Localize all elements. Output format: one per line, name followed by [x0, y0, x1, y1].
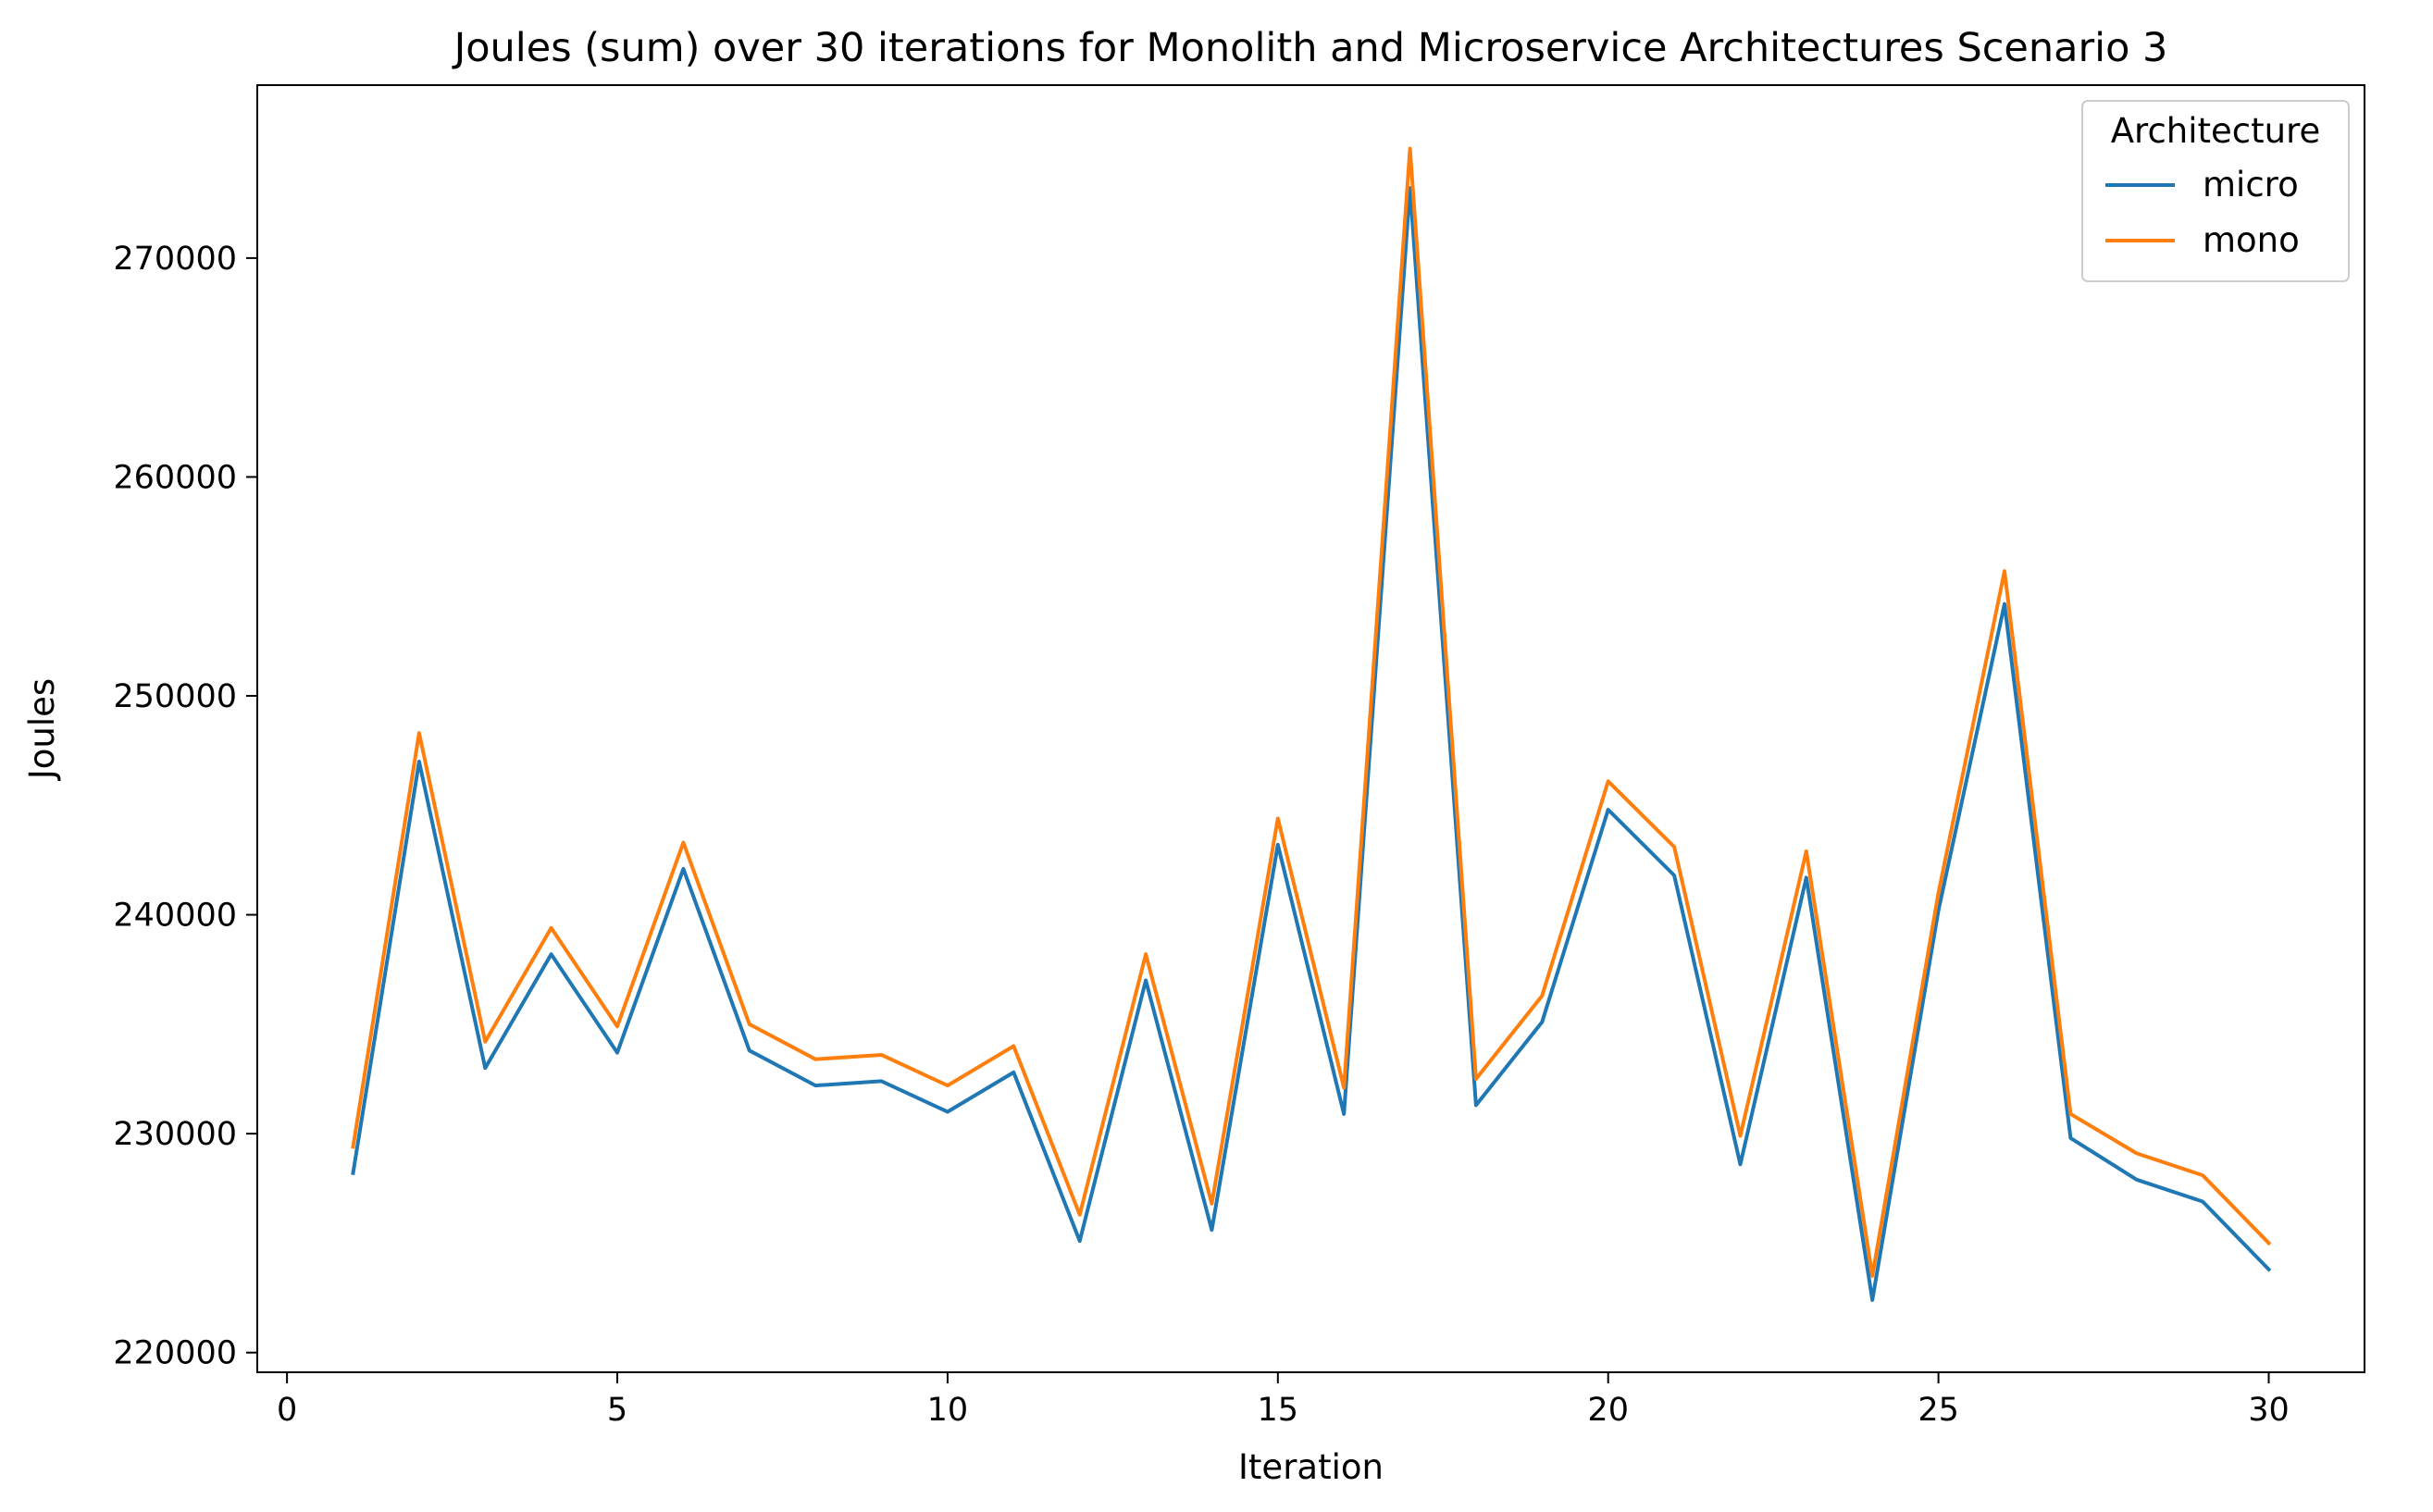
y-tick-label: 220000 — [113, 1335, 237, 1372]
plot-area-frame — [256, 84, 2365, 1373]
y-tick-label: 260000 — [113, 459, 237, 496]
x-axis: 0 5 10 15 20 25 30 — [277, 1372, 2290, 1429]
y-tick-label: 250000 — [113, 678, 237, 715]
x-tick-label: 0 — [277, 1392, 297, 1429]
chart-title: Joules (sum) over 30 iterations for Mono… — [452, 25, 2168, 71]
series-line-mono — [351, 146, 2272, 1278]
series-layer — [351, 146, 2272, 1302]
x-tick-label: 20 — [1587, 1392, 1629, 1429]
x-axis-title: Iteration — [1238, 1447, 1384, 1487]
y-tick-label: 240000 — [113, 898, 237, 935]
x-tick-label: 10 — [927, 1392, 969, 1429]
legend-label-micro: micro — [2203, 165, 2299, 204]
legend-items: micro mono — [2105, 165, 2300, 260]
x-tick-label: 30 — [2248, 1392, 2290, 1429]
legend-title: Architecture — [2111, 111, 2321, 151]
y-tick-label: 270000 — [113, 241, 237, 278]
y-tick-label: 230000 — [113, 1116, 237, 1153]
legend-box — [2081, 100, 2350, 282]
legend-label-mono: mono — [2203, 220, 2300, 260]
series-line-micro — [351, 186, 2272, 1302]
x-tick-label: 15 — [1258, 1392, 1299, 1429]
y-axis-title: Joules — [22, 678, 62, 781]
x-tick-label: 25 — [1918, 1392, 1959, 1429]
legend: Architecture micro mono — [2081, 100, 2350, 282]
x-tick-label: 5 — [607, 1392, 627, 1429]
y-axis: 220000 230000 240000 250000 260000 270000 — [113, 241, 257, 1372]
